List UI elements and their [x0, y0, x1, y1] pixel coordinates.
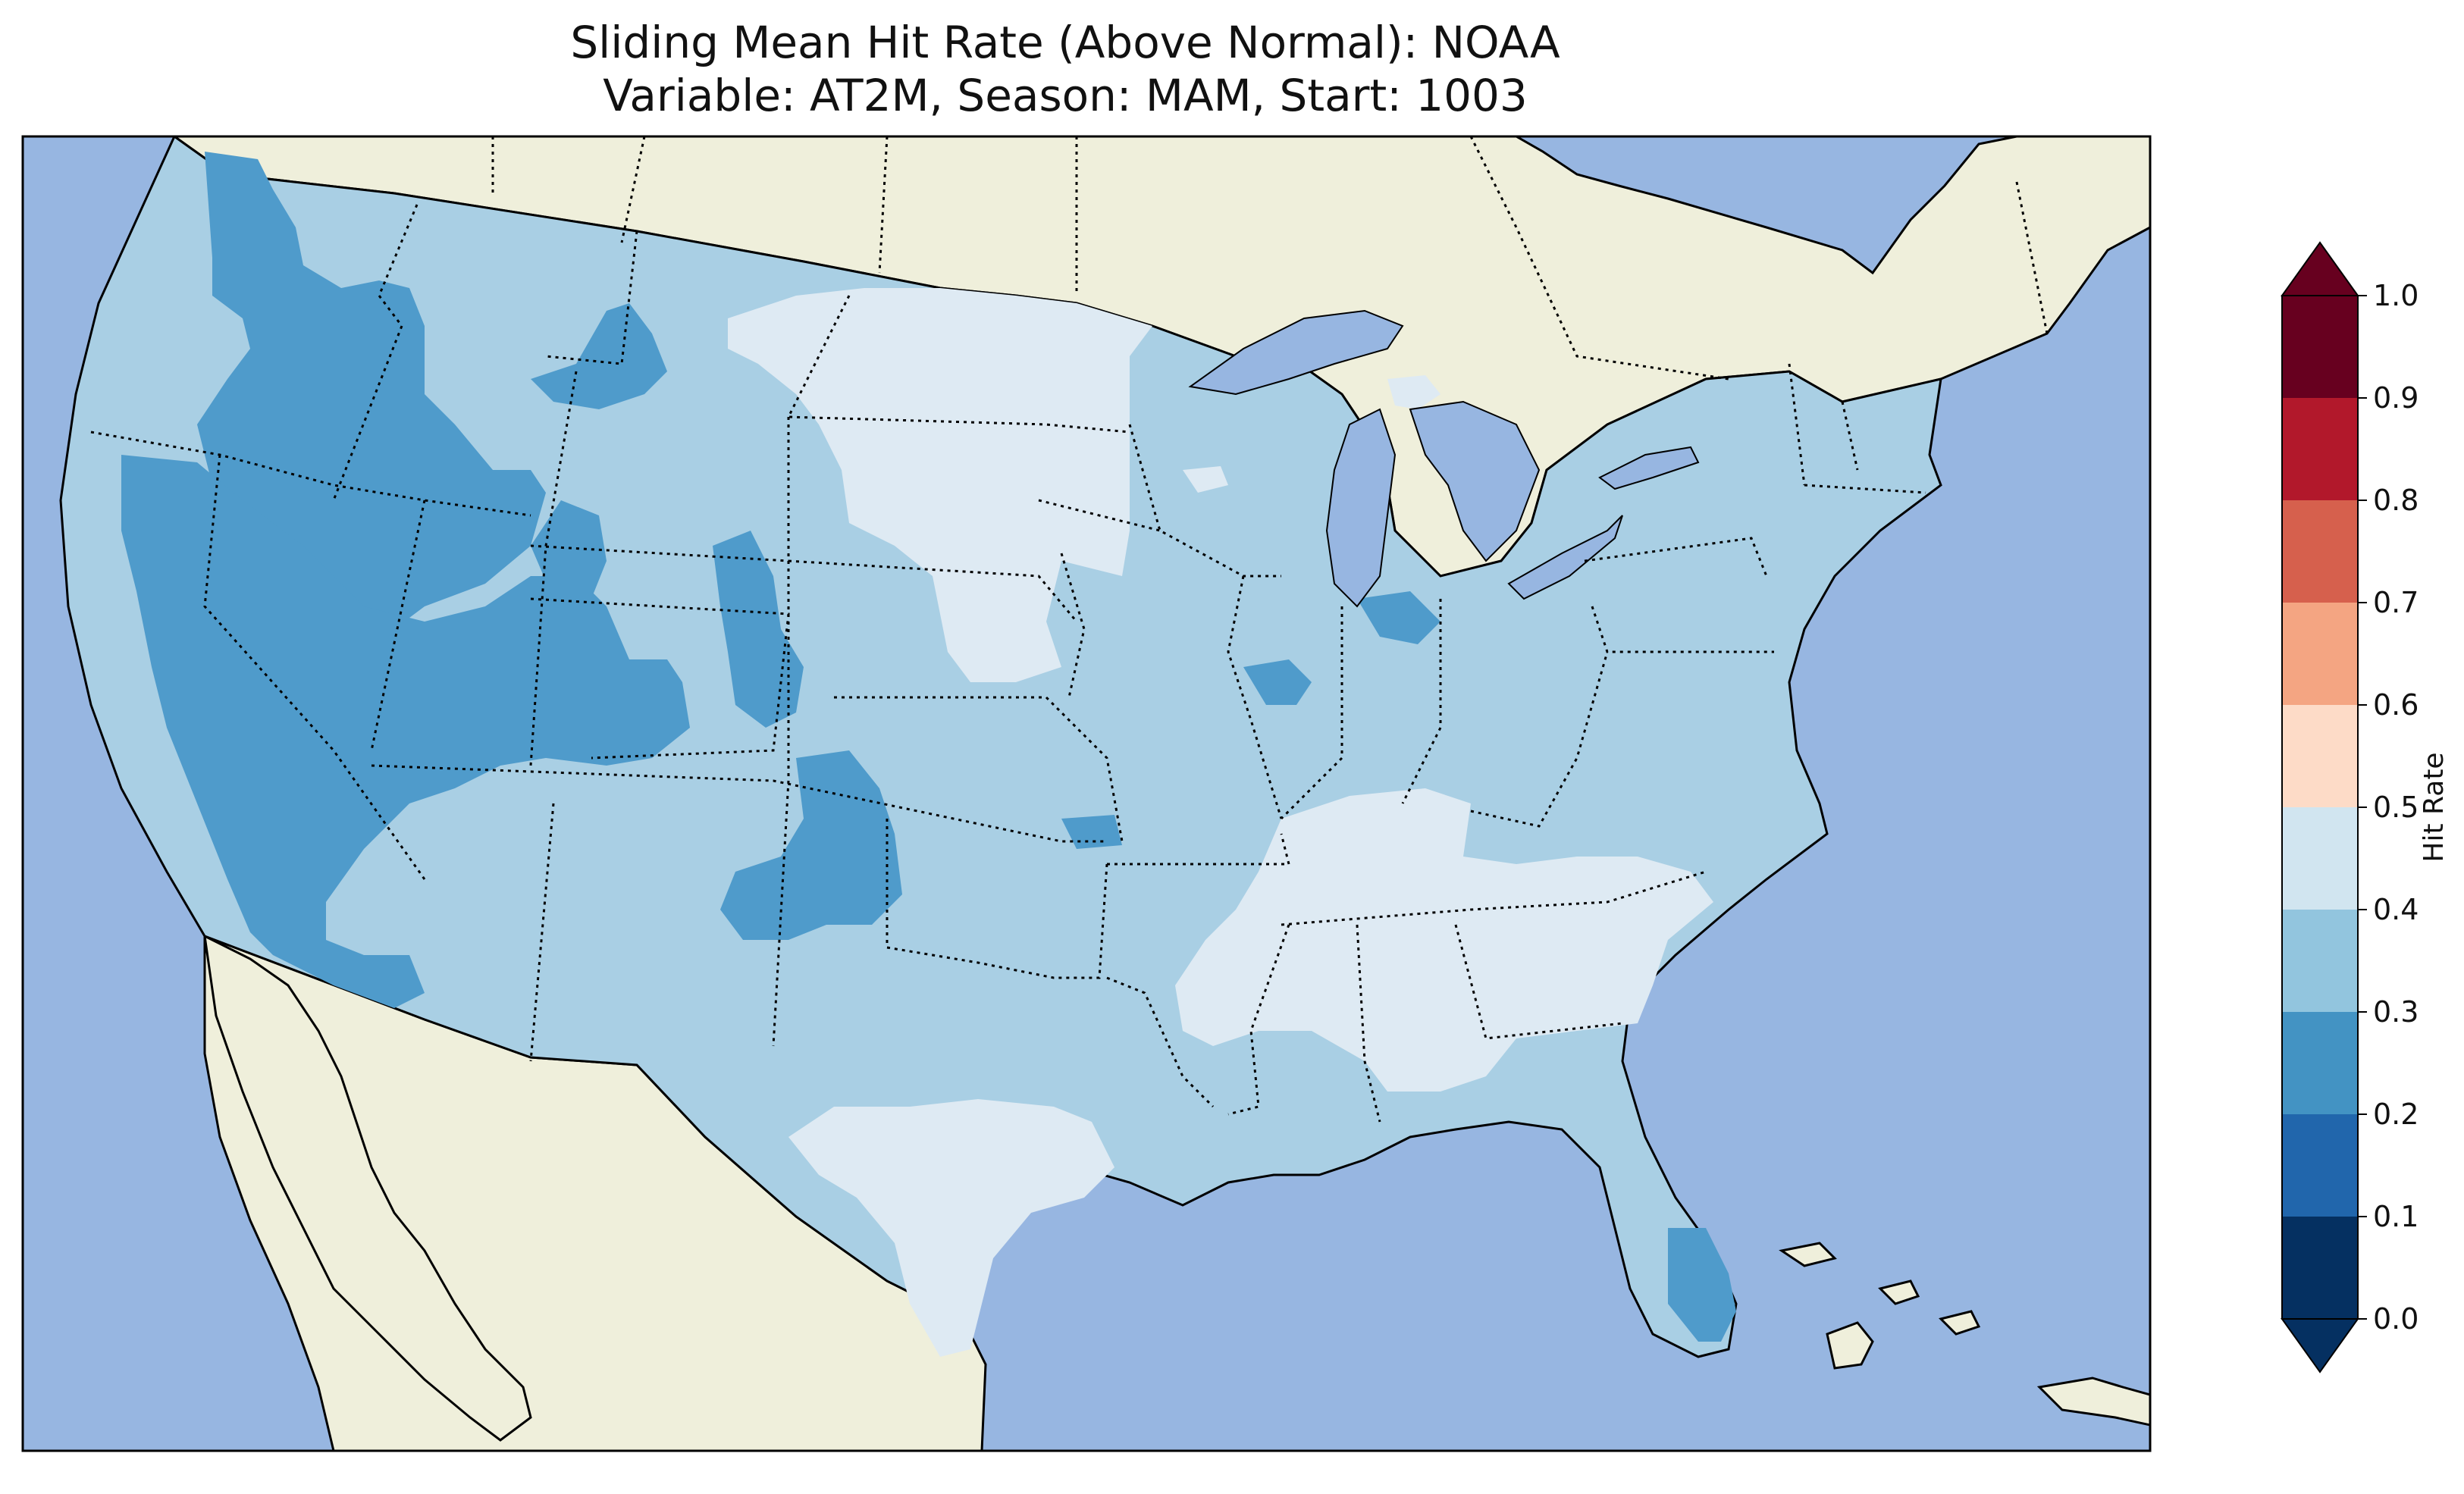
colorbar-ticks: 0.0 0.1 0.2 0.3 0.4 0.5 0.6 0.7 0.8 0.9 1.0 — [2358, 279, 2419, 1336]
colorbar-bin-0 — [2282, 1217, 2358, 1319]
colorbar-bins — [2281, 295, 2359, 1320]
lake-ontario — [1598, 446, 1700, 490]
lake-erie — [1507, 515, 1623, 600]
colorado-low-hit-region — [713, 531, 804, 728]
bahamas-land — [1779, 1242, 1981, 1336]
southeast-high-hit-region — [1175, 788, 1713, 1092]
colorbar-tick-label: 0.3 — [2373, 995, 2419, 1029]
wyoming-low-hit-region — [531, 500, 607, 599]
wisconsin-high-hit-region — [1183, 466, 1228, 493]
lake-michigan — [1325, 408, 1397, 608]
south-florida-low-hit-region — [1668, 1228, 1736, 1342]
south-texas-high-hit-region — [788, 1099, 1114, 1357]
great-basin-low-hit-region — [121, 455, 690, 1008]
lake-superior — [1188, 309, 1404, 396]
colorbar-tick-label: 0.8 — [2373, 484, 2419, 517]
colorbar-bin-7 — [2282, 500, 2358, 603]
kansas-low-hit-region — [1061, 815, 1122, 849]
pacific-northwest-low-hit-region — [197, 152, 546, 637]
colorbar-tick-label: 0.9 — [2373, 381, 2419, 415]
colorbar-tick-label: 0.4 — [2373, 893, 2419, 926]
northern-plains-high-hit-region — [728, 288, 1152, 682]
colorbar-tick-label: 0.0 — [2373, 1302, 2419, 1336]
canada-province-boundaries — [491, 136, 2049, 381]
colorbar-bin-6 — [2282, 603, 2358, 705]
colorbar-tick-label: 0.2 — [2373, 1098, 2419, 1131]
colorbar-tick-label: 0.6 — [2373, 688, 2419, 722]
map-frame — [21, 135, 2152, 1452]
colorbar-extend-top — [2281, 241, 2359, 296]
cuba-land — [1826, 1321, 1874, 1370]
map-title-line-2: Variable: AT2M, Season: MAM, Start: 1003 — [603, 70, 1528, 121]
colorbar-tick-label: 0.1 — [2373, 1200, 2419, 1233]
michigan-high-hit-region — [1387, 375, 1440, 409]
colorbar-bin-2 — [2282, 1012, 2358, 1114]
colorbar-bin-5 — [2282, 705, 2358, 807]
colorbar-bin-3 — [2282, 910, 2358, 1012]
colorbar-bin-4 — [2282, 807, 2358, 910]
colorbar-tick-label: 0.5 — [2373, 791, 2419, 824]
colorbar-bin-8 — [2282, 398, 2358, 500]
montana-low-hit-region — [531, 303, 667, 409]
state-boundaries — [90, 204, 1926, 1123]
colorbar-bin-1 — [2282, 1114, 2358, 1217]
colorbar-label: Hit Rate — [2419, 752, 2450, 862]
caribbean-land — [2036, 1377, 2150, 1427]
lake-huron — [1409, 400, 1541, 562]
indiana-low-hit-region — [1357, 591, 1440, 644]
colorbar-tick-label: 0.7 — [2373, 586, 2419, 619]
baja-peninsula-land — [203, 934, 532, 1442]
illinois-low-hit-region — [1243, 659, 1312, 705]
colorbar-extend-bottom — [2281, 1318, 2359, 1373]
colorbar-bin-9 — [2282, 296, 2358, 398]
colorbar-tick-label: 1.0 — [2373, 279, 2419, 312]
map-title-line-1: Sliding Mean Hit Rate (Above Normal): NO… — [570, 17, 1560, 68]
